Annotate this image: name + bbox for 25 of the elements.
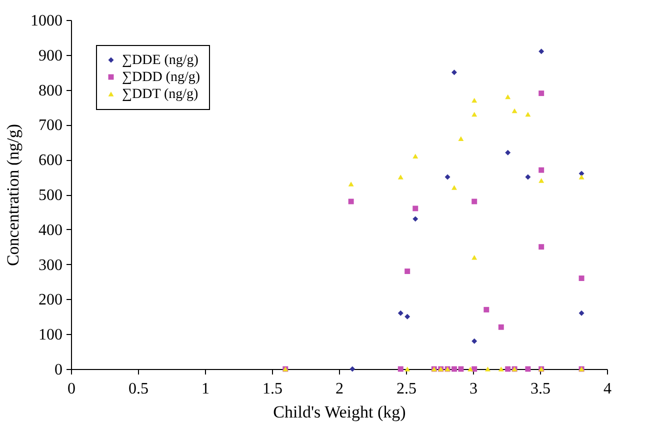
x-tick-label: 2.5: [396, 380, 416, 398]
y-tick-label: 400: [38, 222, 62, 239]
x-tick-label: 1.5: [262, 380, 282, 398]
y-tick-label: 800: [38, 82, 62, 100]
y-tick-label: 900: [38, 47, 62, 64]
x-tick-label: 4: [604, 380, 612, 398]
x-tick-label: 3.5: [530, 380, 550, 398]
y-tick-label: 1000: [30, 12, 62, 30]
y-tick-label: 200: [38, 292, 62, 309]
x-tick-label: 2: [336, 380, 344, 398]
x-tick-label: 1: [202, 380, 210, 398]
y-tick-label: 100: [38, 326, 62, 344]
x-tick-label: 0.5: [128, 380, 148, 398]
legend-label: ∑DDD (ng/g): [122, 70, 200, 85]
x-tick-label: 0: [68, 380, 76, 398]
y-tick-label: 300: [38, 256, 62, 274]
y-tick-label: 600: [38, 152, 62, 170]
y-tick-label: 500: [38, 187, 62, 204]
y-tick-label: 700: [38, 117, 62, 134]
x-tick-label: 3: [470, 380, 478, 398]
legend-label: ∑DDE (ng/g): [122, 53, 199, 68]
x-axis-title: Child's Weight (kg): [273, 402, 406, 422]
legend-label: ∑DDT (ng/g): [122, 87, 199, 102]
y-tick-label: 0: [54, 362, 62, 378]
y-axis-title: Concentration (ng/g): [4, 124, 22, 266]
